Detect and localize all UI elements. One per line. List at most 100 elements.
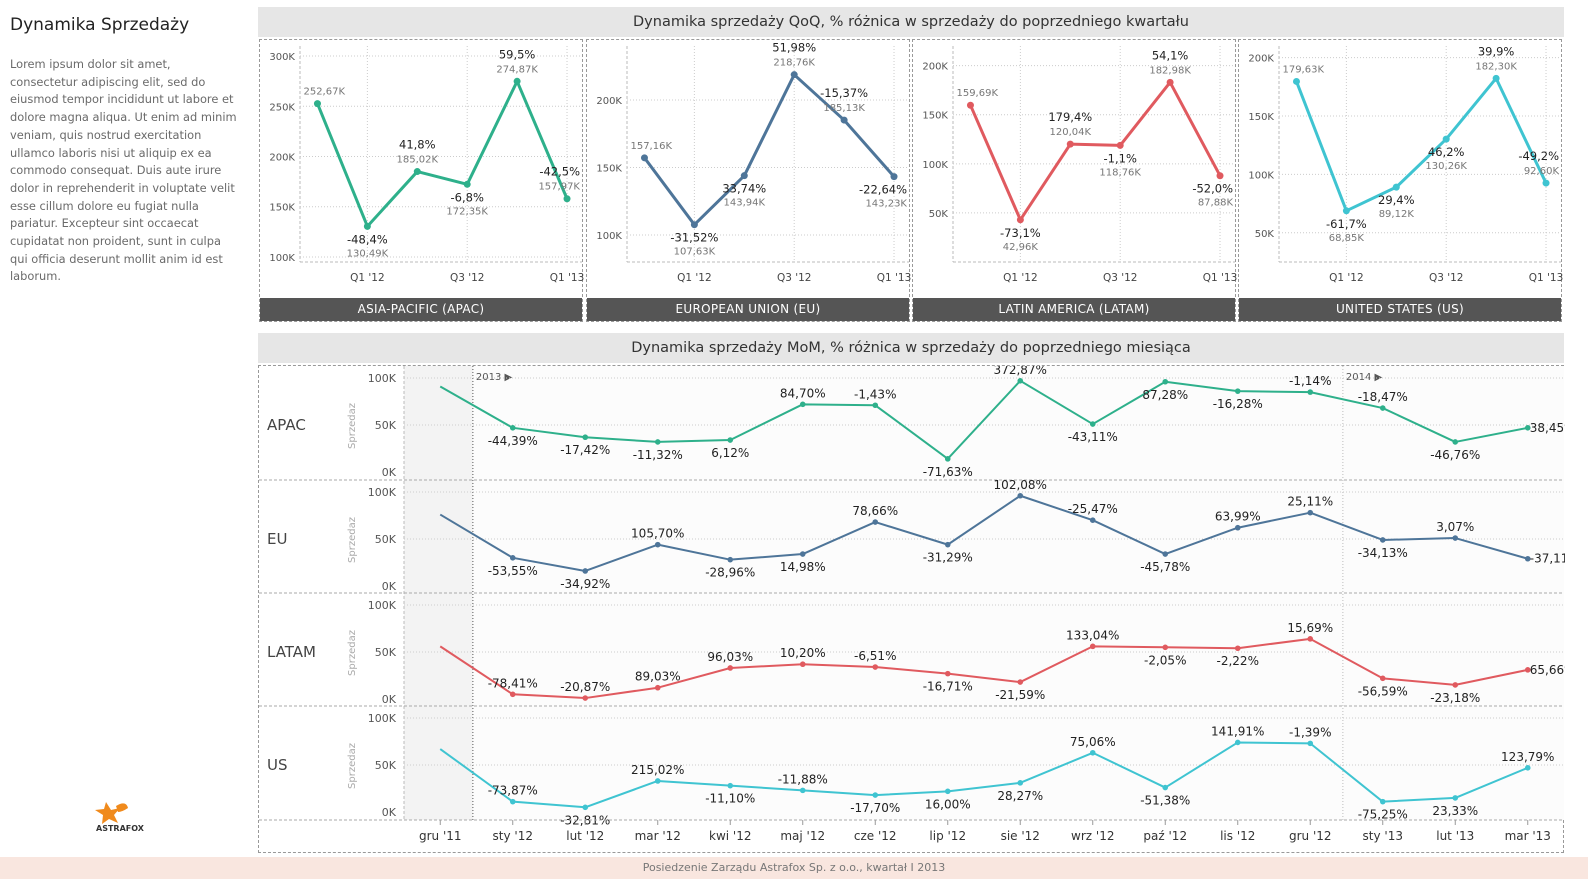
value-label: 274,87K [496,64,538,75]
data-point [966,101,974,109]
y-axis-title: Sprzedaz [347,743,358,789]
pct-label: 54,1% [1152,48,1189,62]
data-point [1162,378,1169,385]
astrafox-logo: ASTRAFOX [95,802,145,833]
region-label: EUROPEAN UNION (EU) [587,298,909,321]
pct-label: -37,11% [1530,552,1565,566]
series-line [1295,76,1548,213]
pct-label: 372,87% [994,366,1047,377]
data-point [944,670,951,677]
data-point [799,787,806,794]
fox-tail-icon [116,803,128,812]
pct-label: 10,20% [780,646,826,660]
data-point [1017,780,1024,786]
pct-label: -21,59% [995,688,1045,702]
data-point [1342,207,1350,215]
x-tick-label: lut '12 [566,829,604,843]
pct-label: 25,11% [1287,495,1333,509]
row-label: EU [267,530,287,548]
pct-label: -18,47% [1358,390,1408,404]
data-point [1452,682,1459,688]
pct-label: -34,92% [560,577,610,591]
qoq-panel-svg: 50K 100K 150K 200K Q1 '12 Q3 '12 Q1 '13 159,69K… [922,46,1237,284]
pct-label: 133,04% [1066,628,1119,642]
pct-label: -71,63% [923,465,973,479]
x-tick-label: paź '12 [1143,829,1187,843]
star-icon [95,802,120,824]
value-label: 172,35K [446,206,488,217]
pct-label: 84,70% [780,386,826,400]
y-tick-label: 100K [368,599,397,612]
x-tick-label: Q3 '12 [1429,272,1464,284]
value-label: 159,69K [956,88,998,99]
data-point [1066,140,1074,148]
data-point [727,556,734,563]
data-point [654,684,661,691]
x-tick-label: kwi '12 [709,829,751,843]
x-tick-label: Q1 '12 [1329,272,1364,284]
qoq-panel: 50K 100K 150K 200K Q1 '12 Q3 '12 Q1 '13 179,63K… [1238,39,1563,322]
data-point [1216,172,1224,180]
value-label: 92,60K [1524,166,1560,177]
x-tick-label: Q1 '13 [877,272,911,284]
data-point [1379,537,1386,543]
pct-label: 179,4% [1048,110,1092,124]
pct-label: 39,9% [1478,44,1515,58]
value-label: 185,13K [823,103,865,114]
y-tick-label: 150K [922,111,948,122]
dashboard-title: Dynamika Sprzedaży [10,15,190,35]
data-point [1292,77,1300,85]
value-label: 68,85K [1329,233,1365,244]
pct-label: -1,43% [854,387,896,401]
pct-label: 65,66% [1530,663,1565,677]
data-point [1307,509,1314,516]
value-label: 182,98K [1149,65,1191,76]
value-label: 143,23K [865,199,907,210]
pct-label: -51,38% [1140,794,1190,808]
pct-label: 23,33% [1432,804,1478,818]
pct-label: -16,28% [1213,397,1263,411]
y-tick-label: 200K [596,96,622,107]
data-point [1492,74,1500,82]
data-point [1017,492,1024,499]
pct-label: 51,98% [772,41,816,55]
x-tick-label: maj '12 [780,829,825,843]
pct-label: -31,29% [923,551,973,565]
x-tick-label: gru '12 [1289,829,1332,843]
value-label: 130,49K [347,248,389,259]
value-label: 118,76K [1099,167,1141,178]
row-label: LATAM [267,643,316,661]
data-point [582,568,589,574]
region-label: UNITED STATES (US) [1239,298,1561,321]
pct-label: 16,00% [925,797,971,811]
mom-chart-svg: 2013 ▶ 2014 ▶APAC Sprzedaz0K50K100K-44,39%… [259,366,1565,843]
data-point [582,695,589,701]
y-tick-label: 100K [368,372,397,385]
data-point [1234,388,1241,394]
data-point [509,798,516,805]
pct-label: -16,71% [923,680,973,694]
pct-label: -1,1% [1104,151,1137,165]
row-label: US [267,756,288,774]
series-line [969,80,1222,222]
pct-label: -73,1% [1000,226,1041,240]
pct-label: -44,39% [488,434,538,448]
qoq-panel-svg: 100K 150K 200K Q1 '12 Q3 '12 Q1 '13 157,16K -31… [596,41,911,284]
y-tick-label: 150K [596,164,622,175]
y-tick-label: 100K [596,231,622,242]
value-label: 185,02K [397,155,439,166]
pct-label: -22,64% [859,183,907,197]
data-point [872,402,879,409]
value-label: 252,67K [303,87,345,98]
data-point [1307,740,1314,747]
y-tick-label: 50K [1255,229,1275,240]
value-label: 179,63K [1282,64,1324,75]
pct-label: 141,91% [1211,724,1264,738]
pct-label: 78,66% [852,504,898,518]
y-tick-label: 50K [929,209,949,220]
data-point [1017,679,1024,685]
data-point [872,519,879,525]
pct-label: -78,41% [488,676,538,690]
data-point [740,172,748,180]
pct-label: -61,7% [1326,217,1367,231]
